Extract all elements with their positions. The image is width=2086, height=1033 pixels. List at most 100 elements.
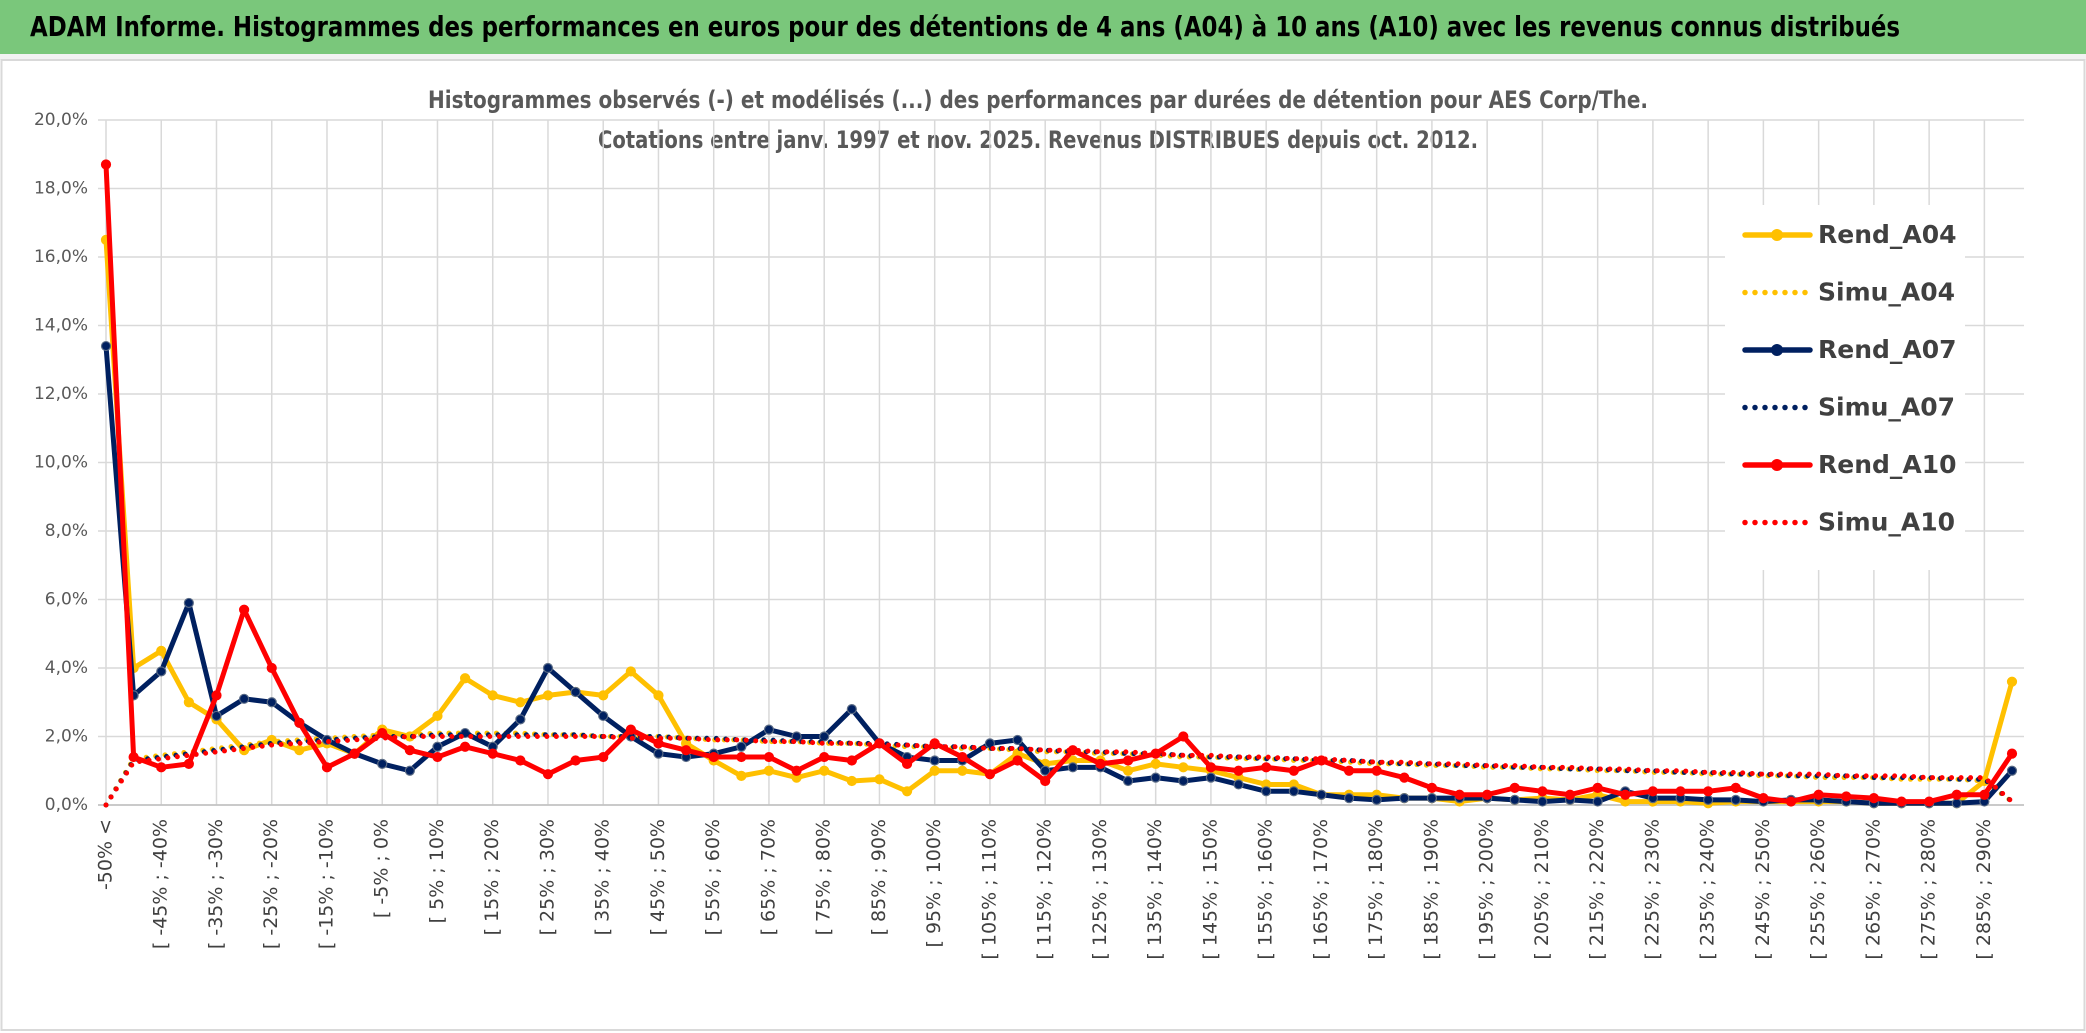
marker [266, 697, 277, 708]
marker [1841, 791, 1852, 802]
marker [1730, 794, 1741, 805]
marker [183, 758, 194, 770]
x-tick-label: [ 175% ; 180% [1365, 819, 1387, 960]
x-tick-label: [ 245% ; 250% [1752, 819, 1774, 960]
chart-subtitle: Histogrammes observés (-) et modélisés (… [428, 86, 1648, 114]
y-tick-label: 18,0% [34, 179, 88, 199]
marker [570, 755, 581, 766]
marker [1592, 782, 1603, 793]
marker [2006, 748, 2018, 759]
x-tick-label: [ 275% ; 280% [1918, 819, 1940, 960]
marker [819, 765, 830, 776]
marker [432, 710, 443, 722]
marker [819, 731, 830, 742]
marker [1095, 758, 1106, 770]
marker [377, 758, 388, 770]
marker [1040, 765, 1051, 776]
marker [1233, 765, 1244, 776]
marker [542, 769, 554, 780]
x-tick-label: [ 155% ; 160% [1255, 819, 1277, 960]
y-tick-label: 16,0% [34, 247, 88, 267]
marker [1122, 755, 1134, 766]
x-tick-label: [ -5% ; 0% [371, 819, 393, 918]
page-title: ADAM Informe. Histogrammes des performan… [30, 10, 1900, 43]
marker [1233, 779, 1244, 790]
y-tick-label: 8,0% [45, 521, 88, 541]
marker [542, 690, 554, 701]
marker [1343, 765, 1355, 776]
marker [239, 693, 250, 704]
marker [432, 751, 443, 763]
marker [1924, 796, 1935, 807]
marker [1509, 794, 1520, 805]
marker [929, 765, 940, 776]
marker [763, 751, 775, 763]
marker [1730, 782, 1741, 793]
x-tick-label: [ 25% ; 30% [536, 819, 558, 935]
x-tick-label: [ 45% ; 50% [647, 819, 669, 935]
y-tick-label: 14,0% [34, 316, 88, 336]
marker [156, 762, 167, 773]
marker [1150, 758, 1161, 770]
marker [1371, 765, 1382, 776]
x-tick-label: [ -25% ; -20% [260, 819, 282, 949]
marker [846, 703, 857, 715]
marker [1758, 793, 1769, 804]
marker [625, 666, 636, 677]
marker [1399, 793, 1410, 804]
marker [183, 597, 194, 609]
marker [239, 604, 250, 615]
marker [1122, 765, 1134, 776]
x-tick-label: [ 195% ; 200% [1476, 819, 1498, 960]
marker [653, 690, 664, 701]
marker [1288, 786, 1299, 797]
legend-marker [1771, 344, 1783, 356]
legend-marker [1771, 229, 1783, 241]
marker [1178, 731, 1189, 742]
marker [542, 662, 554, 674]
x-tick-label: [ 115% ; 120% [1034, 819, 1056, 960]
marker [1951, 789, 1962, 800]
marker [1482, 789, 1493, 800]
marker [100, 159, 112, 170]
marker [1040, 775, 1051, 787]
y-tick-label: 6,0% [45, 590, 88, 610]
marker [653, 748, 664, 759]
marker [1537, 786, 1548, 797]
marker [2006, 676, 2018, 687]
marker [1399, 772, 1410, 783]
marker [1785, 796, 1797, 807]
marker [404, 745, 415, 756]
marker [736, 741, 747, 752]
x-tick-label: [ 255% ; 260% [1807, 819, 1829, 960]
marker [515, 714, 526, 725]
marker [1647, 786, 1658, 797]
marker [211, 710, 222, 722]
x-tick-label: [ 125% ; 130% [1089, 819, 1111, 960]
marker [1150, 772, 1161, 783]
marker [846, 755, 857, 766]
marker [1592, 796, 1603, 807]
x-tick-label: [ 165% ; 170% [1310, 819, 1332, 960]
marker [1509, 782, 1520, 793]
marker [846, 775, 857, 787]
marker [598, 690, 609, 701]
marker [570, 686, 581, 698]
x-tick-label: [ 55% ; 60% [702, 819, 724, 935]
marker [598, 710, 609, 722]
legend-label: Rend_A10 [1818, 450, 1957, 479]
marker [1371, 794, 1382, 805]
marker [1564, 789, 1576, 800]
marker [819, 751, 830, 763]
marker [294, 745, 305, 756]
marker [901, 786, 913, 797]
legend-marker [1771, 459, 1783, 471]
marker [957, 765, 968, 776]
x-tick-label: [ 215% ; 220% [1586, 819, 1608, 960]
marker [1012, 755, 1023, 766]
x-tick-label: [ 225% ; 230% [1641, 819, 1663, 960]
marker [294, 717, 305, 728]
marker [1703, 794, 1714, 805]
marker [1813, 789, 1824, 800]
series-line [103, 162, 2015, 805]
